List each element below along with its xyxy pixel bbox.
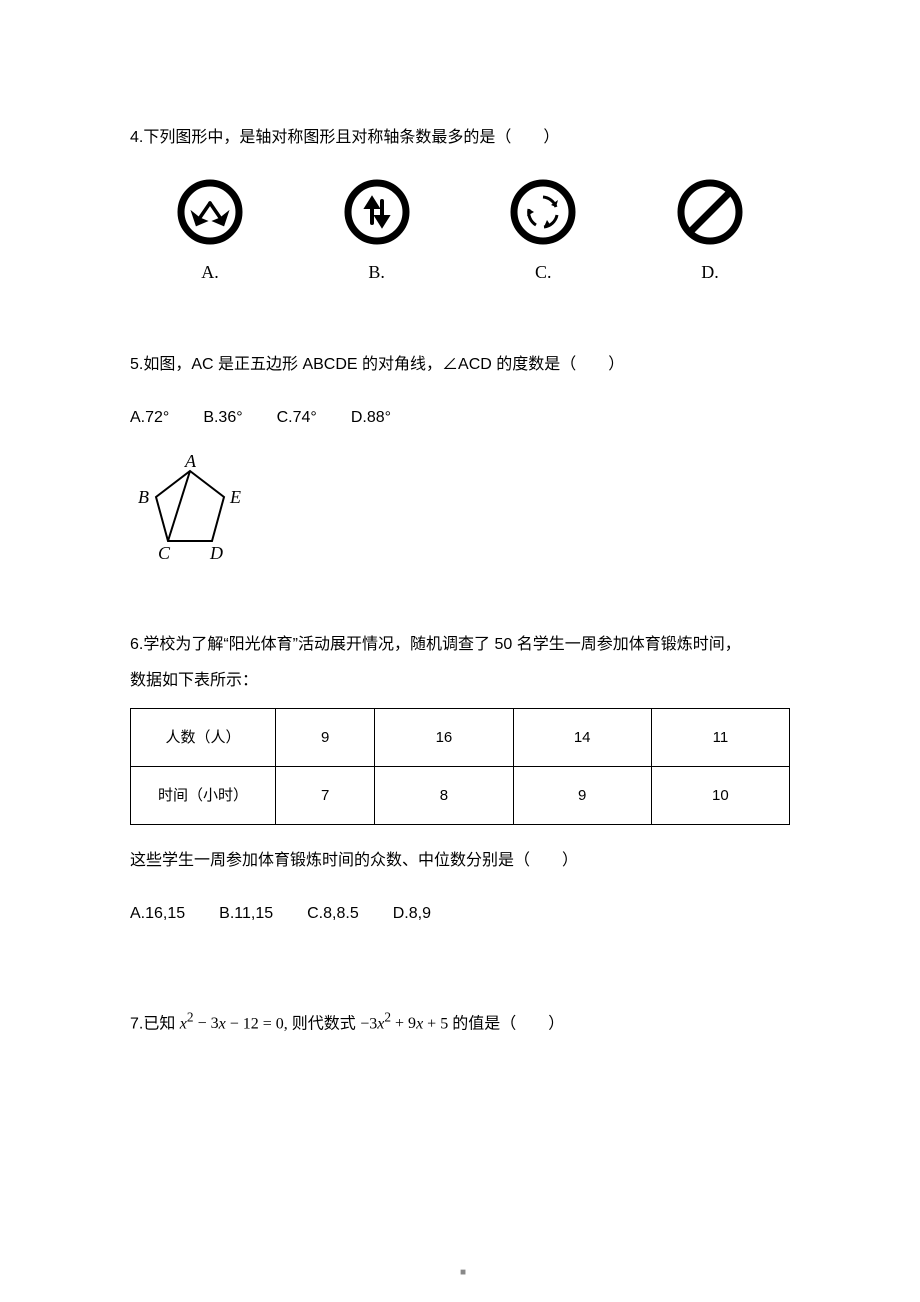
cell: 14 [513, 708, 651, 766]
table-row: 时间（小时） 7 8 9 10 [131, 766, 790, 824]
cell: 11 [651, 708, 789, 766]
cell: 16 [375, 708, 513, 766]
label-C: C [158, 543, 171, 563]
q4-option-c-cell: C. [483, 179, 603, 293]
q6-table: 人数（人） 9 16 14 11 时间（小时） 7 8 9 10 [130, 708, 790, 825]
cell: 9 [275, 708, 374, 766]
q7-suffix: 的值是（ ） [452, 1015, 564, 1032]
worksheet-page: 4.下列图形中，是轴对称图形且对称轴条数最多的是（ ） A. [0, 0, 920, 1302]
q5-figure: A B C D E [130, 453, 790, 591]
cross-arrows-icon [177, 179, 243, 245]
q4-text: 4.下列图形中，是轴对称图形且对称轴条数最多的是（ ） [130, 120, 790, 155]
q7-mid: 则代数式 [292, 1015, 360, 1032]
cell: 人数（人） [131, 708, 276, 766]
q7-expr1: x2 − 3x − 12 = 0, [180, 1015, 292, 1032]
pentagon-icon: A B C D E [130, 453, 260, 578]
q5-text: 5.如图，AC 是正五边形 ABCDE 的对角线，∠ACD 的度数是（ ） [130, 347, 790, 382]
label-D: D [209, 543, 223, 563]
q6-text-line2: 数据如下表所示： [130, 663, 790, 698]
question-5: 5.如图，AC 是正五边形 ABCDE 的对角线，∠ACD 的度数是（ ） A.… [130, 347, 790, 592]
cell: 7 [275, 766, 374, 824]
q4-options-row: A. B. [130, 179, 790, 293]
label-A: A [184, 453, 197, 471]
q6-opt-d: D.8,9 [393, 896, 431, 931]
q5-opt-d: D.88° [351, 400, 391, 435]
prohibition-icon [677, 179, 743, 245]
cell: 8 [375, 766, 513, 824]
q6-followup: 这些学生一周参加体育锻炼时间的众数、中位数分别是（ ） [130, 843, 790, 878]
q7-prefix: 7.已知 [130, 1015, 180, 1032]
label-B: B [138, 487, 149, 507]
label-E: E [229, 487, 241, 507]
q4-option-b-cell: B. [317, 179, 437, 293]
cell: 时间（小时） [131, 766, 276, 824]
cell: 9 [513, 766, 651, 824]
q5-opt-a: A.72° [130, 400, 169, 435]
q4-option-a-label: A. [201, 253, 219, 293]
up-down-arrows-icon [344, 179, 410, 245]
question-4: 4.下列图形中，是轴对称图形且对称轴条数最多的是（ ） A. [130, 120, 790, 293]
q4-option-d-cell: D. [650, 179, 770, 293]
q6-opt-a: A.16,15 [130, 896, 185, 931]
question-6: 6.学校为了解“阳光体育”活动展开情况，随机调查了 50 名学生一周参加体育锻炼… [130, 627, 790, 931]
q6-opt-c: C.8,8.5 [307, 896, 359, 931]
q6-options: A.16,15 B.11,15 C.8,8.5 D.8,9 [130, 896, 790, 931]
q5-opt-b: B.36° [203, 400, 242, 435]
q5-options: A.72° B.36° C.74° D.88° [130, 400, 790, 435]
q4-option-d-label: D. [701, 253, 719, 293]
q6-text-line1: 6.学校为了解“阳光体育”活动展开情况，随机调查了 50 名学生一周参加体育锻炼… [130, 627, 790, 662]
rotate-arrows-icon [510, 179, 576, 245]
cell: 10 [651, 766, 789, 824]
table-row: 人数（人） 9 16 14 11 [131, 708, 790, 766]
q4-option-a-cell: A. [150, 179, 270, 293]
question-7: 7.已知 x2 − 3x − 12 = 0, 则代数式 −3x2 + 9x + … [130, 1003, 790, 1042]
q5-opt-c: C.74° [277, 400, 317, 435]
q4-option-c-label: C. [535, 253, 552, 293]
page-marker: ■ [460, 1262, 466, 1284]
q4-option-b-label: B. [368, 253, 385, 293]
q6-opt-b: B.11,15 [219, 896, 273, 931]
q7-expr2: −3x2 + 9x + 5 [360, 1015, 452, 1032]
